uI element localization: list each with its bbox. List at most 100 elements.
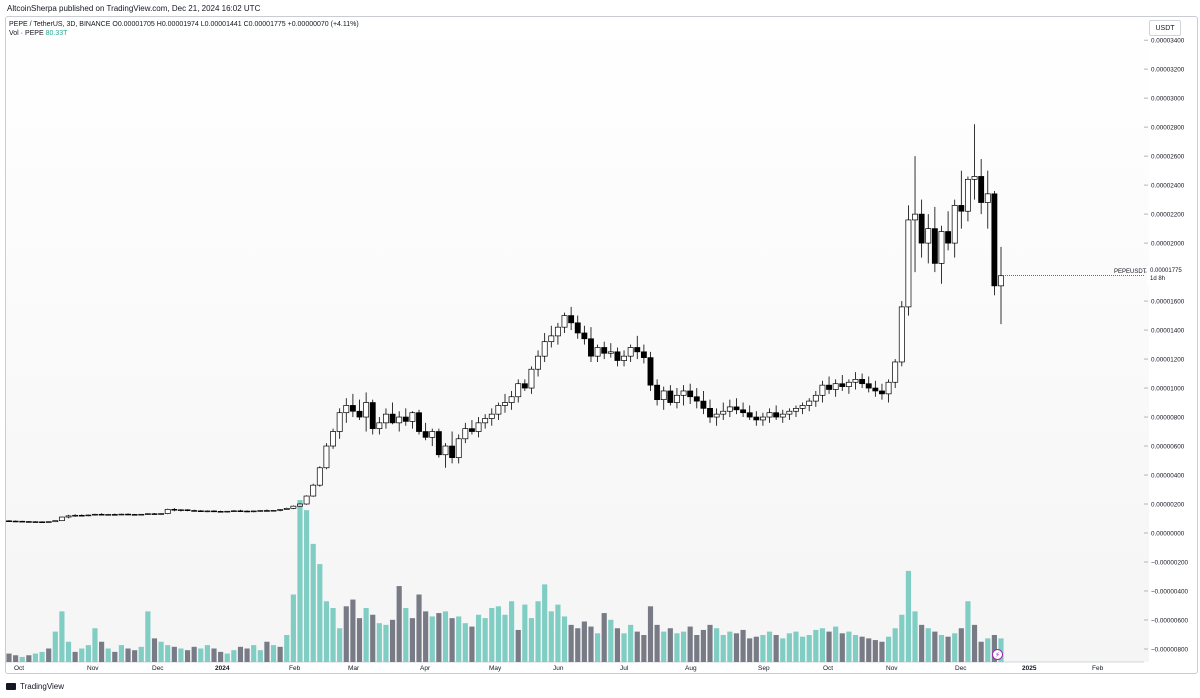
volume-bar — [191, 646, 197, 662]
candle — [799, 405, 806, 409]
volume-bar — [383, 624, 389, 662]
candle — [363, 402, 370, 418]
x-tick-label: Nov — [87, 665, 99, 672]
volume-bar — [905, 570, 911, 662]
candle — [455, 438, 462, 458]
candle — [832, 383, 839, 390]
candle — [369, 402, 376, 429]
volume-bar — [264, 641, 270, 662]
volume-bar — [79, 648, 85, 662]
volume-bar — [872, 640, 878, 662]
chart-frame[interactable]: 0.00003400 0.00003200 0.00003000 0.00002800… — [5, 16, 1198, 674]
volume-bar — [330, 608, 336, 662]
candle — [191, 510, 198, 512]
candle — [92, 513, 98, 516]
candle — [171, 509, 178, 511]
volume-bar — [178, 648, 184, 662]
volume-bar — [337, 628, 343, 662]
candle — [495, 405, 502, 415]
candle — [290, 505, 297, 509]
x-tick-label: Oct — [823, 665, 833, 672]
volume-bar — [634, 631, 640, 662]
candle — [45, 521, 52, 523]
candle — [839, 383, 846, 387]
candle — [521, 383, 528, 389]
bar-countdown: 1d 8h — [1150, 276, 1166, 282]
x-tick-label: Oct — [14, 665, 24, 672]
candle — [766, 412, 773, 418]
volume-bar — [304, 510, 310, 662]
volume-bar — [218, 651, 224, 662]
volume-bar — [502, 614, 508, 662]
legend-high: H0.00001974 — [156, 21, 199, 28]
volume-bar — [978, 641, 984, 662]
y-tick-label: 0.00003000 — [1151, 96, 1185, 103]
volume-bar — [132, 650, 138, 662]
volume-bar — [641, 635, 647, 662]
candle — [323, 445, 330, 469]
volume-bar — [171, 646, 177, 662]
x-tick-label: 2024 — [215, 665, 230, 672]
volume-bar — [932, 631, 938, 662]
volume-bar — [72, 651, 78, 662]
volume-bar — [542, 584, 548, 662]
currency-badge[interactable]: USDT — [1149, 20, 1181, 36]
candle — [786, 410, 793, 415]
y-tick-label: 0.00000000 — [1151, 531, 1185, 538]
candle — [138, 513, 145, 516]
x-tick-label: Apr — [420, 665, 431, 672]
volume-bar — [575, 628, 581, 662]
candle — [12, 520, 19, 523]
candle — [965, 178, 971, 212]
candlestick-chart[interactable]: 0.00003400 0.00003200 0.00003000 0.00002800… — [6, 17, 1198, 674]
candle — [998, 275, 1004, 287]
volume-bar — [813, 629, 819, 662]
candle — [845, 381, 852, 387]
candle — [409, 412, 416, 422]
candle — [336, 412, 343, 432]
y-tick-label: −0.00000800 — [1151, 646, 1188, 653]
volume-bar — [912, 611, 918, 662]
y-tick-label: 0.00001000 — [1151, 386, 1185, 393]
candle — [528, 368, 535, 389]
candle — [330, 431, 336, 447]
volume-bar — [621, 633, 627, 662]
candle — [376, 422, 383, 429]
legend-close: C0.00001775 — [243, 21, 286, 28]
volume-bar — [509, 601, 515, 662]
candle — [971, 176, 978, 180]
candle — [918, 213, 925, 244]
volume-bar — [409, 618, 415, 662]
y-tick-label: 0.00002400 — [1151, 183, 1185, 190]
candle — [607, 351, 614, 354]
volume-bar — [462, 623, 468, 662]
candle — [581, 332, 588, 340]
volume-bar — [138, 646, 144, 662]
tradingview-logo[interactable]: TradingView — [6, 682, 64, 691]
plot-area[interactable] — [6, 17, 1149, 662]
volume-bar — [971, 624, 978, 662]
volume-bar — [165, 645, 171, 662]
candle — [793, 407, 799, 412]
volume-bar — [714, 628, 720, 662]
lightning-icon[interactable]: ⚡ — [992, 649, 1003, 660]
volume-bar — [938, 635, 945, 662]
candle — [859, 379, 866, 385]
candle — [634, 347, 641, 353]
candle — [614, 351, 621, 361]
volume-bar — [608, 619, 614, 662]
x-tick-label: Nov — [886, 665, 898, 672]
candle — [733, 406, 740, 411]
volume-bar — [800, 636, 806, 662]
candle — [25, 521, 32, 523]
candle — [422, 431, 429, 438]
candle — [277, 509, 284, 511]
volume-bar — [952, 633, 958, 662]
volume-bar — [528, 618, 535, 662]
volume-bar — [449, 618, 455, 662]
volume-bar — [919, 624, 925, 662]
candle — [713, 413, 720, 418]
candle — [601, 347, 608, 354]
volume-bar — [793, 631, 799, 662]
candle — [647, 357, 654, 386]
